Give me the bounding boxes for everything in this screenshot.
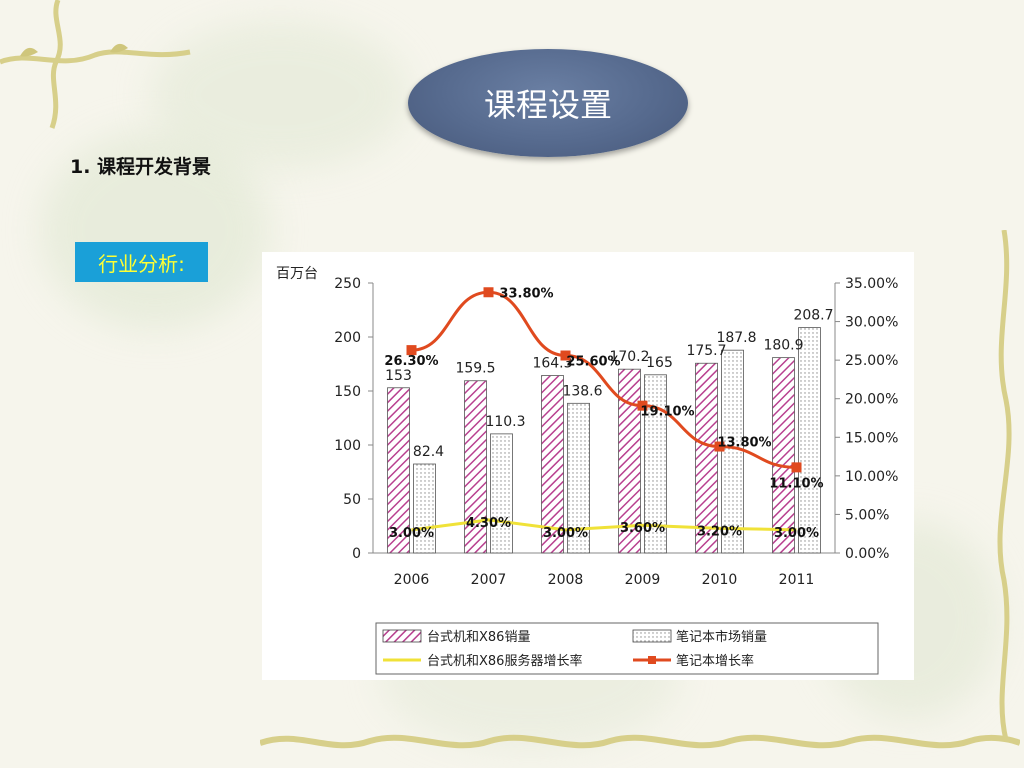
line-label-notebook-growth: 26.30% bbox=[384, 354, 438, 369]
line-label-desktop-growth: 3.00% bbox=[543, 526, 588, 541]
bar-notebook-sales bbox=[413, 463, 436, 554]
bar-label-desktop-sales: 153 bbox=[385, 368, 412, 384]
bar-label-notebook-sales: 208.7 bbox=[793, 308, 833, 324]
bar-label-notebook-sales: 165 bbox=[646, 355, 673, 371]
marker-notebook-growth bbox=[560, 350, 571, 361]
legend-box bbox=[375, 622, 879, 675]
marker-notebook-growth bbox=[791, 462, 802, 473]
bar-label-desktop-sales: 170.2 bbox=[609, 349, 649, 365]
bar-label-notebook-sales: 82.4 bbox=[413, 444, 444, 460]
bar-desktop-sales bbox=[541, 375, 564, 554]
x-tick-label: 2006 bbox=[394, 572, 430, 588]
y2-tick-label: 30.00% bbox=[845, 315, 898, 331]
y2-tick-label: 10.00% bbox=[845, 469, 898, 485]
y-tick-label: 200 bbox=[334, 330, 361, 346]
y2-tick-label: 35.00% bbox=[845, 276, 898, 292]
vine-decoration-right bbox=[997, 230, 1012, 740]
legend-swatch-desktop-sales bbox=[382, 629, 422, 643]
badge-label: 行业分析: bbox=[98, 251, 185, 276]
bar-desktop-sales bbox=[695, 362, 718, 554]
y2-tick-label: 20.00% bbox=[845, 392, 898, 408]
bar-notebook-sales bbox=[721, 349, 744, 554]
legend-swatch-notebook-sales bbox=[632, 629, 672, 643]
y-tick-label: 150 bbox=[334, 384, 361, 400]
line-label-desktop-growth: 3.20% bbox=[697, 524, 742, 539]
vine-decoration-top-left bbox=[0, 0, 191, 129]
y-tick-label: 50 bbox=[343, 492, 361, 508]
y-tick-label: 0 bbox=[352, 546, 361, 562]
x-tick-label: 2008 bbox=[548, 572, 584, 588]
y2-tick-label: 0.00% bbox=[845, 546, 889, 562]
background-flower bbox=[150, 20, 410, 170]
marker-notebook-growth bbox=[483, 287, 494, 298]
line-label-notebook-growth: 11.10% bbox=[769, 476, 823, 491]
slide-title-text: 课程设置 bbox=[483, 86, 612, 124]
marker-notebook-growth bbox=[637, 400, 648, 411]
bar-label-desktop-sales: 175.7 bbox=[686, 343, 726, 359]
line-label-desktop-growth: 3.00% bbox=[389, 526, 434, 541]
line-label-notebook-growth: 13.80% bbox=[717, 436, 771, 451]
line-label-desktop-growth: 3.60% bbox=[620, 521, 665, 536]
x-tick-label: 2010 bbox=[702, 572, 738, 588]
line-label-desktop-growth: 4.30% bbox=[466, 516, 511, 531]
line-label-notebook-growth: 25.60% bbox=[566, 355, 620, 370]
bar-notebook-sales bbox=[798, 327, 821, 554]
slide-title: 课程设置 bbox=[408, 49, 688, 157]
y2-tick-label: 15.00% bbox=[845, 430, 898, 446]
y-tick-label: 250 bbox=[334, 276, 361, 292]
y2-tick-label: 5.00% bbox=[845, 507, 889, 523]
bar-notebook-sales bbox=[490, 433, 513, 554]
marker-notebook-growth bbox=[714, 441, 725, 452]
x-tick-label: 2007 bbox=[471, 572, 507, 588]
industry-analysis-badge: 行业分析: bbox=[75, 242, 208, 282]
legend-label-notebook-sales: 笔记本市场销量 bbox=[676, 629, 767, 645]
bar-label-desktop-sales: 180.9 bbox=[763, 338, 803, 354]
legend-marker-notebook-growth bbox=[648, 656, 656, 664]
x-tick-label: 2011 bbox=[779, 572, 815, 588]
y-tick-label: 100 bbox=[334, 438, 361, 454]
section-heading: 1. 课程开发背景 bbox=[70, 156, 212, 178]
bar-desktop-sales bbox=[387, 387, 410, 554]
legend-label-notebook-growth: 笔记本增长率 bbox=[676, 653, 754, 669]
bar-desktop-sales bbox=[464, 380, 487, 554]
y-axis-unit-label: 百万台 bbox=[276, 266, 318, 282]
x-tick-label: 2009 bbox=[625, 572, 661, 588]
legend-label-desktop-sales: 台式机和X86销量 bbox=[427, 630, 530, 645]
marker-notebook-growth bbox=[406, 345, 417, 356]
bar-label-notebook-sales: 187.8 bbox=[716, 330, 756, 346]
legend-label-desktop-growth: 台式机和X86服务器增长率 bbox=[427, 653, 582, 669]
vine-decoration-bottom bbox=[260, 734, 1020, 749]
bar-label-notebook-sales: 138.6 bbox=[562, 383, 602, 399]
bar-label-desktop-sales: 159.5 bbox=[455, 361, 495, 377]
bar-desktop-sales bbox=[618, 368, 641, 554]
bar-label-notebook-sales: 110.3 bbox=[485, 414, 525, 430]
bar-desktop-sales bbox=[772, 357, 795, 554]
bar-notebook-sales bbox=[567, 402, 590, 554]
line-label-desktop-growth: 3.00% bbox=[774, 526, 819, 541]
y2-tick-label: 25.00% bbox=[845, 353, 898, 369]
line-label-notebook-growth: 33.80% bbox=[499, 286, 553, 301]
line-desktop-growth bbox=[411, 518, 797, 532]
line-label-notebook-growth: 19.10% bbox=[640, 405, 694, 420]
bar-notebook-sales bbox=[644, 374, 667, 554]
